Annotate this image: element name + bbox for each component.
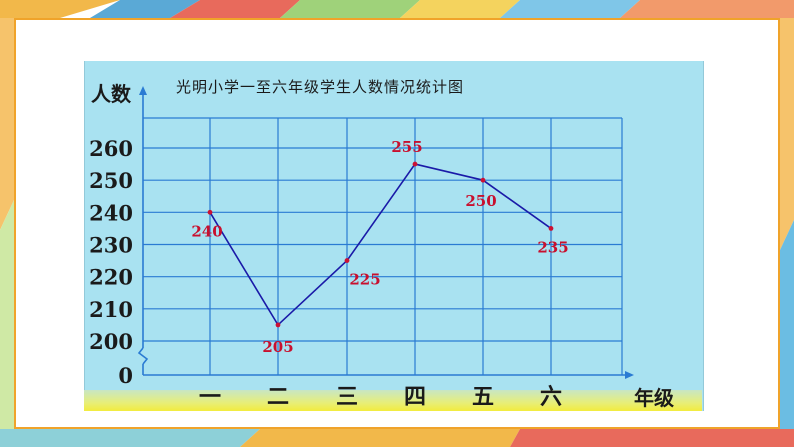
- data-point: [480, 177, 486, 183]
- corner-shape-top-right: [500, 0, 640, 18]
- data-point: [412, 161, 418, 167]
- y-tick-label: 0: [118, 363, 133, 388]
- y-tick-label: 200: [89, 329, 133, 354]
- chart-panel: [84, 61, 704, 411]
- data-label: 225: [349, 271, 380, 289]
- corner-shape-top-right-2: [620, 0, 794, 18]
- y-tick-label: 220: [89, 265, 133, 290]
- x-tick-label: 六: [540, 384, 562, 410]
- edge-shape-right-2: [780, 220, 794, 447]
- data-label: 205: [262, 338, 293, 356]
- y-tick-label: 230: [89, 233, 133, 258]
- data-label: 255: [391, 138, 422, 156]
- y-tick-label: 240: [89, 200, 133, 225]
- data-point: [548, 226, 554, 231]
- x-tick-label: 一: [199, 384, 221, 410]
- corner-shape-bottom-left: [0, 429, 260, 447]
- x-tick-label: 二: [267, 384, 289, 410]
- edge-shape-right: [780, 18, 794, 250]
- chart-title: 光明小学一至六年级学生人数情况统计图: [176, 78, 465, 96]
- y-tick-label: 260: [89, 136, 133, 161]
- data-label: 235: [537, 238, 568, 256]
- corner-shape-top-left-3: [170, 0, 300, 18]
- corner-shape-top-left: [0, 0, 120, 18]
- x-axis-arrow: [625, 371, 634, 379]
- y-axis-arrow: [139, 86, 147, 95]
- corner-shape-top-left-2: [90, 0, 200, 18]
- data-label: 240: [191, 222, 222, 240]
- data-label: 250: [465, 192, 496, 210]
- y-tick-label: 250: [89, 168, 133, 193]
- data-point: [344, 258, 350, 263]
- corner-shape-bottom-right: [510, 429, 794, 447]
- x-tick-label: 三: [336, 384, 358, 410]
- edge-shape-left: [0, 18, 14, 230]
- x-tick-label: 五: [472, 384, 494, 410]
- data-point: [275, 322, 281, 328]
- y-tick-label: 210: [89, 297, 133, 322]
- data-point: [207, 209, 213, 215]
- y-axis-break: [137, 347, 149, 365]
- chart-panel-bottom-strip: [84, 390, 702, 411]
- series-line: [209, 163, 552, 327]
- y-axis-label: 人数: [91, 82, 131, 106]
- corner-shape-top-mid-2: [400, 0, 520, 18]
- x-tick-label: 四: [404, 384, 426, 410]
- x-axis-label: 年级: [634, 386, 674, 410]
- corner-shape-top-mid: [280, 0, 420, 18]
- corner-shape-bottom-mid: [240, 429, 520, 447]
- edge-shape-left-2: [0, 200, 14, 447]
